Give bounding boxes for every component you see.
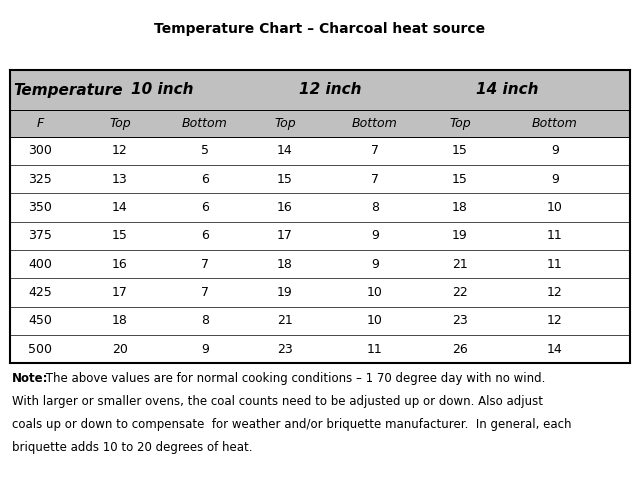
- Text: 16: 16: [112, 258, 128, 271]
- Text: 14: 14: [547, 343, 563, 356]
- Text: 21: 21: [277, 314, 293, 327]
- Text: 11: 11: [547, 229, 563, 242]
- Text: Bottom: Bottom: [352, 117, 398, 130]
- Text: 6: 6: [201, 229, 209, 242]
- Text: 17: 17: [112, 286, 128, 299]
- Text: 14 inch: 14 inch: [476, 83, 539, 97]
- Text: 22: 22: [452, 286, 468, 299]
- Text: 17: 17: [277, 229, 293, 242]
- Bar: [10, 70, 630, 110]
- Text: 18: 18: [277, 258, 293, 271]
- Bar: [10, 110, 630, 137]
- Text: 8: 8: [371, 201, 379, 214]
- Text: 9: 9: [201, 343, 209, 356]
- Text: 18: 18: [452, 201, 468, 214]
- Text: Top: Top: [274, 117, 296, 130]
- Text: 10: 10: [367, 314, 383, 327]
- Text: 300: 300: [28, 144, 52, 157]
- Text: 10: 10: [367, 286, 383, 299]
- Text: 12: 12: [112, 144, 128, 157]
- Text: 15: 15: [452, 173, 468, 186]
- Text: The above values are for normal cooking conditions – 1 70 degree day with no win: The above values are for normal cooking …: [42, 372, 546, 385]
- Text: 21: 21: [452, 258, 468, 271]
- Text: 7: 7: [371, 173, 379, 186]
- Text: 375: 375: [28, 229, 52, 242]
- Text: 7: 7: [201, 286, 209, 299]
- Text: 12: 12: [547, 314, 563, 327]
- Text: 13: 13: [112, 173, 128, 186]
- Text: 19: 19: [452, 229, 468, 242]
- Text: 8: 8: [201, 314, 209, 327]
- Text: Bottom: Bottom: [182, 117, 228, 130]
- Text: 500: 500: [28, 343, 52, 356]
- Text: 10 inch: 10 inch: [131, 83, 194, 97]
- Text: 11: 11: [367, 343, 383, 356]
- Text: F: F: [36, 117, 44, 130]
- Text: 400: 400: [28, 258, 52, 271]
- Text: coals up or down to compensate  for weather and/or briquette manufacturer.  In g: coals up or down to compensate for weath…: [12, 418, 571, 431]
- Text: 12: 12: [547, 286, 563, 299]
- Text: 6: 6: [201, 201, 209, 214]
- Text: With larger or smaller ovens, the coal counts need to be adjusted up or down. Al: With larger or smaller ovens, the coal c…: [12, 395, 543, 408]
- Text: 325: 325: [28, 173, 52, 186]
- Text: 14: 14: [112, 201, 128, 214]
- Text: 450: 450: [28, 314, 52, 327]
- Text: 12 inch: 12 inch: [299, 83, 361, 97]
- Text: 6: 6: [201, 173, 209, 186]
- Text: 18: 18: [112, 314, 128, 327]
- Text: 9: 9: [551, 173, 559, 186]
- Text: 23: 23: [277, 343, 293, 356]
- Text: 9: 9: [371, 229, 379, 242]
- Text: 10: 10: [547, 201, 563, 214]
- Text: 11: 11: [547, 258, 563, 271]
- Text: Temperature: Temperature: [13, 83, 122, 97]
- Text: 7: 7: [371, 144, 379, 157]
- Text: 9: 9: [371, 258, 379, 271]
- Text: 23: 23: [452, 314, 468, 327]
- Text: 5: 5: [201, 144, 209, 157]
- Text: 19: 19: [277, 286, 293, 299]
- Text: Bottom: Bottom: [532, 117, 578, 130]
- Text: 15: 15: [112, 229, 128, 242]
- Text: 16: 16: [277, 201, 293, 214]
- Text: 7: 7: [201, 258, 209, 271]
- Text: 15: 15: [277, 173, 293, 186]
- Text: 14: 14: [277, 144, 293, 157]
- Text: 9: 9: [551, 144, 559, 157]
- Text: Temperature Chart – Charcoal heat source: Temperature Chart – Charcoal heat source: [154, 22, 486, 36]
- Text: 15: 15: [452, 144, 468, 157]
- Text: 425: 425: [28, 286, 52, 299]
- Text: briquette adds 10 to 20 degrees of heat.: briquette adds 10 to 20 degrees of heat.: [12, 441, 252, 454]
- Text: 350: 350: [28, 201, 52, 214]
- Text: 26: 26: [452, 343, 468, 356]
- Text: 20: 20: [112, 343, 128, 356]
- Text: Top: Top: [449, 117, 471, 130]
- Text: Note:: Note:: [12, 372, 48, 385]
- Text: Top: Top: [109, 117, 131, 130]
